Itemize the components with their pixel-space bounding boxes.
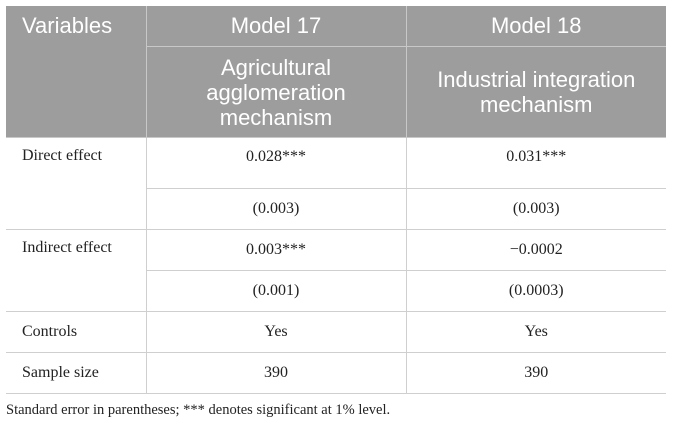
cell-direct-se-model-18: (0.003) [405, 188, 666, 230]
row-label-indirect-effect: Indirect effect [6, 229, 147, 312]
table-footnote: Standard error in parentheses; *** denot… [6, 402, 391, 418]
cell-indirect-se-model-17: (0.001) [145, 270, 407, 312]
row-label-direct-effect: Direct effect [6, 137, 147, 230]
table-row: Sample size 390 390 [6, 352, 666, 394]
cell-sample-model-17: 390 [145, 352, 407, 394]
table-body: Direct effect 0.028*** 0.031*** (0.003) … [6, 137, 666, 394]
cell-controls-model-17: Yes [145, 311, 407, 353]
cell-indirect-se-model-18: (0.0003) [405, 270, 666, 312]
results-table: Variables Model 17 Model 18 Agricultural… [6, 6, 666, 394]
header-variables: Variables [6, 6, 147, 138]
table-row: Indirect effect 0.003*** −0.0002 [6, 229, 666, 312]
cell-indirect-model-18: −0.0002 [405, 229, 666, 271]
cell-sample-model-18: 390 [405, 352, 666, 394]
cell-indirect-model-17: 0.003*** [145, 229, 407, 271]
table-row: Direct effect 0.028*** 0.031*** [6, 137, 666, 230]
cell-direct-model-17: 0.028*** [145, 137, 407, 189]
header-industrial-integration: Industrial integration mechanism [405, 46, 666, 138]
table-row: (0.003) (0.003) [6, 188, 666, 230]
cell-direct-se-model-17: (0.003) [145, 188, 407, 230]
row-label-controls: Controls [6, 311, 147, 353]
header-agricultural-agglomeration: Agricultural agglomeration mechanism [145, 46, 407, 138]
table-header: Variables Model 17 Model 18 Agricultural… [6, 6, 666, 138]
row-label-sample-size: Sample size [6, 352, 147, 394]
table-row: Controls Yes Yes [6, 311, 666, 353]
subheader-row: Agricultural agglomeration mechanism Ind… [6, 46, 666, 138]
cell-direct-model-18: 0.031*** [405, 137, 666, 189]
header-model-18: Model 18 [405, 6, 666, 47]
header-row: Variables Model 17 Model 18 [6, 6, 666, 138]
header-model-17: Model 17 [145, 6, 407, 47]
cell-controls-model-18: Yes [405, 311, 666, 353]
